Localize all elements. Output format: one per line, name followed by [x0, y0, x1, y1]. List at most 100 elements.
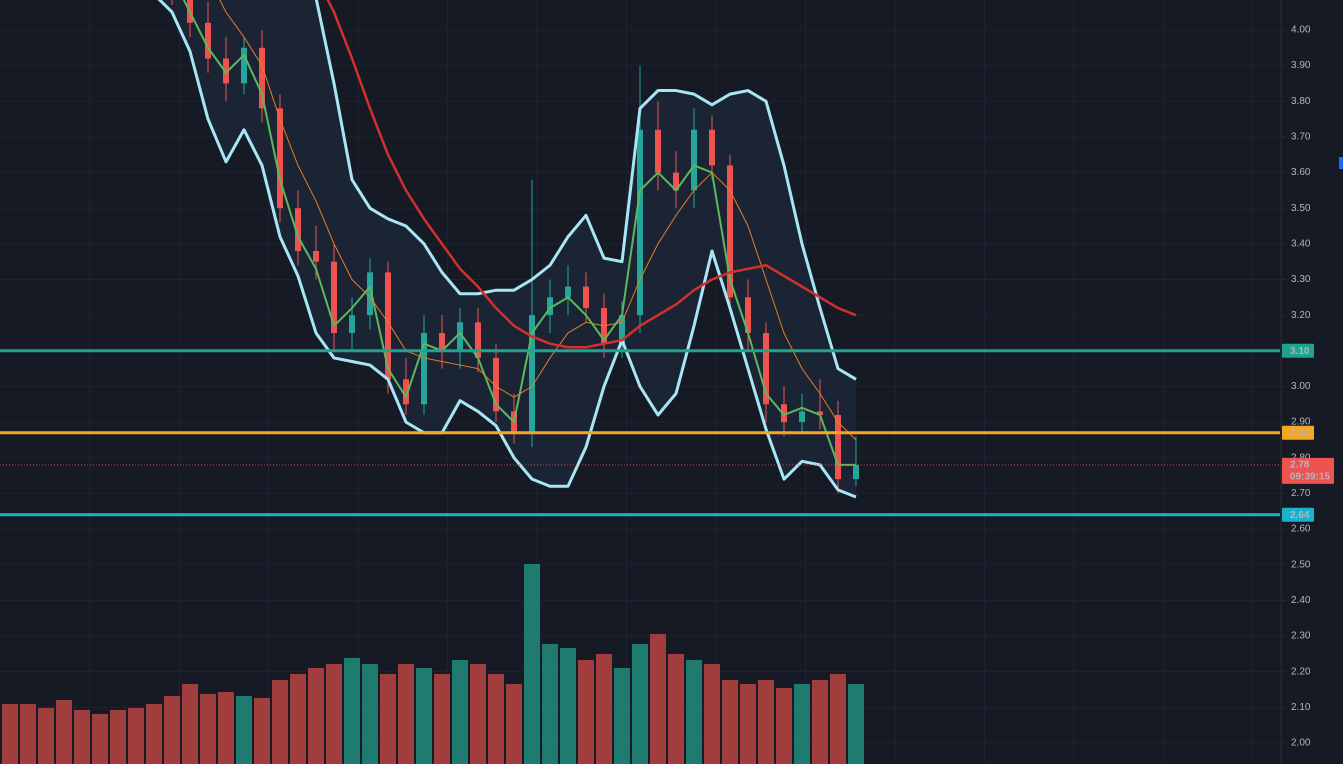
price-axis: 4.00 3.90 3.80 3.70 3.60 3.50 3.40 3.30 3.20 3.10… — [1281, 25, 1334, 749]
y-tick-label: 2.50 — [1291, 559, 1311, 570]
candle-body — [637, 129, 643, 316]
volume-bar — [668, 654, 684, 764]
candle-body — [583, 286, 589, 309]
candle-body — [853, 464, 859, 480]
level-tag — [1282, 425, 1314, 440]
volume-bar — [776, 688, 792, 764]
price-scale — [1281, 0, 1343, 764]
candle-body — [781, 404, 787, 423]
candle-body — [547, 297, 553, 316]
candle-body — [619, 315, 625, 344]
candle-body — [763, 332, 769, 405]
candle-body — [403, 379, 409, 405]
y-tick-label: 3.60 — [1291, 167, 1311, 178]
level-tag — [1282, 343, 1314, 358]
volume-bar — [704, 664, 720, 764]
y-tick-label: 3.20 — [1291, 310, 1311, 321]
volume-bar — [632, 644, 648, 764]
y-tick-label: 2.70 — [1291, 488, 1311, 499]
candle-body — [673, 172, 679, 191]
candle-body — [745, 297, 751, 333]
volume-bar — [146, 704, 162, 764]
candle-body — [493, 357, 499, 412]
candle-body — [709, 129, 715, 166]
y-tick-label: 3.70 — [1291, 132, 1311, 143]
volume-bar — [290, 674, 306, 764]
volume-bar — [596, 654, 612, 764]
candle-body — [313, 250, 319, 262]
volume-bar — [326, 664, 342, 764]
candle-body — [223, 58, 229, 84]
level-tag — [1282, 507, 1314, 522]
candle-body — [295, 208, 301, 251]
volume-bar — [812, 680, 828, 764]
y-tick-label: 3.30 — [1291, 274, 1311, 285]
volume-bar — [560, 648, 576, 764]
volume-bar — [830, 674, 846, 764]
volume-bar — [848, 684, 864, 764]
volume-bar — [650, 634, 666, 764]
volume-bar — [434, 674, 450, 764]
volume-bar — [722, 680, 738, 764]
volume-bar — [2, 704, 18, 764]
candle-body — [439, 332, 445, 351]
countdown-label: 09:39:15 — [1290, 472, 1330, 483]
y-tick-label: 3.90 — [1291, 60, 1311, 71]
y-tick-label: 2.60 — [1291, 524, 1311, 535]
price-pane — [0, 0, 1280, 517]
candle-body — [799, 411, 805, 423]
candle-body — [385, 272, 391, 380]
volume-bar — [740, 684, 756, 764]
volume-pane — [2, 564, 864, 764]
volume-bar — [380, 674, 396, 764]
candle-body — [457, 322, 463, 351]
volume-bar — [686, 660, 702, 764]
y-tick-label: 2.30 — [1291, 631, 1311, 642]
candle-body — [655, 129, 661, 173]
volume-bar — [20, 704, 36, 764]
candle-body — [421, 332, 427, 405]
volume-bar — [794, 684, 810, 764]
y-tick-label: 2.90 — [1291, 417, 1311, 428]
volume-bar — [218, 692, 234, 764]
candle-body — [475, 322, 481, 358]
last-price-tag — [1282, 457, 1334, 484]
volume-bar — [398, 664, 414, 764]
moving-average — [182, 0, 856, 466]
volume-bar — [362, 664, 378, 764]
volume-bar — [74, 710, 90, 764]
volume-bar — [542, 644, 558, 764]
candle-body — [691, 129, 697, 191]
band-fill — [159, 0, 856, 497]
volume-bar — [236, 696, 252, 764]
volume-bar — [452, 660, 468, 764]
y-tick-label: 3.40 — [1291, 238, 1311, 249]
volume-bar — [416, 668, 432, 764]
last-price-label: 2.78 — [1290, 460, 1310, 471]
candle-body — [817, 411, 823, 415]
moving-average — [219, 0, 857, 441]
level-tag-label: 2.64 — [1290, 510, 1310, 521]
volume-bar — [128, 708, 144, 764]
y-tick-label: 4.00 — [1291, 25, 1311, 36]
volume-bar — [344, 658, 360, 764]
volume-bar — [470, 664, 486, 764]
volume-bar — [488, 674, 504, 764]
volume-bar — [254, 698, 270, 764]
candle-body — [331, 261, 337, 333]
y-tick-label: 2.00 — [1291, 738, 1311, 749]
y-tick-label: 2.40 — [1291, 595, 1311, 606]
volume-bar — [182, 684, 198, 764]
volume-bar — [200, 694, 216, 764]
candle-body — [835, 414, 841, 480]
volume-bar — [524, 564, 540, 764]
candle-body — [727, 165, 733, 298]
candle-body — [241, 47, 247, 84]
volume-bar — [614, 668, 630, 764]
volume-bar — [308, 668, 324, 764]
scroll-marker[interactable] — [1339, 157, 1343, 169]
band-upper — [314, 0, 857, 381]
candle-body — [349, 315, 355, 333]
volume-bar — [758, 680, 774, 764]
